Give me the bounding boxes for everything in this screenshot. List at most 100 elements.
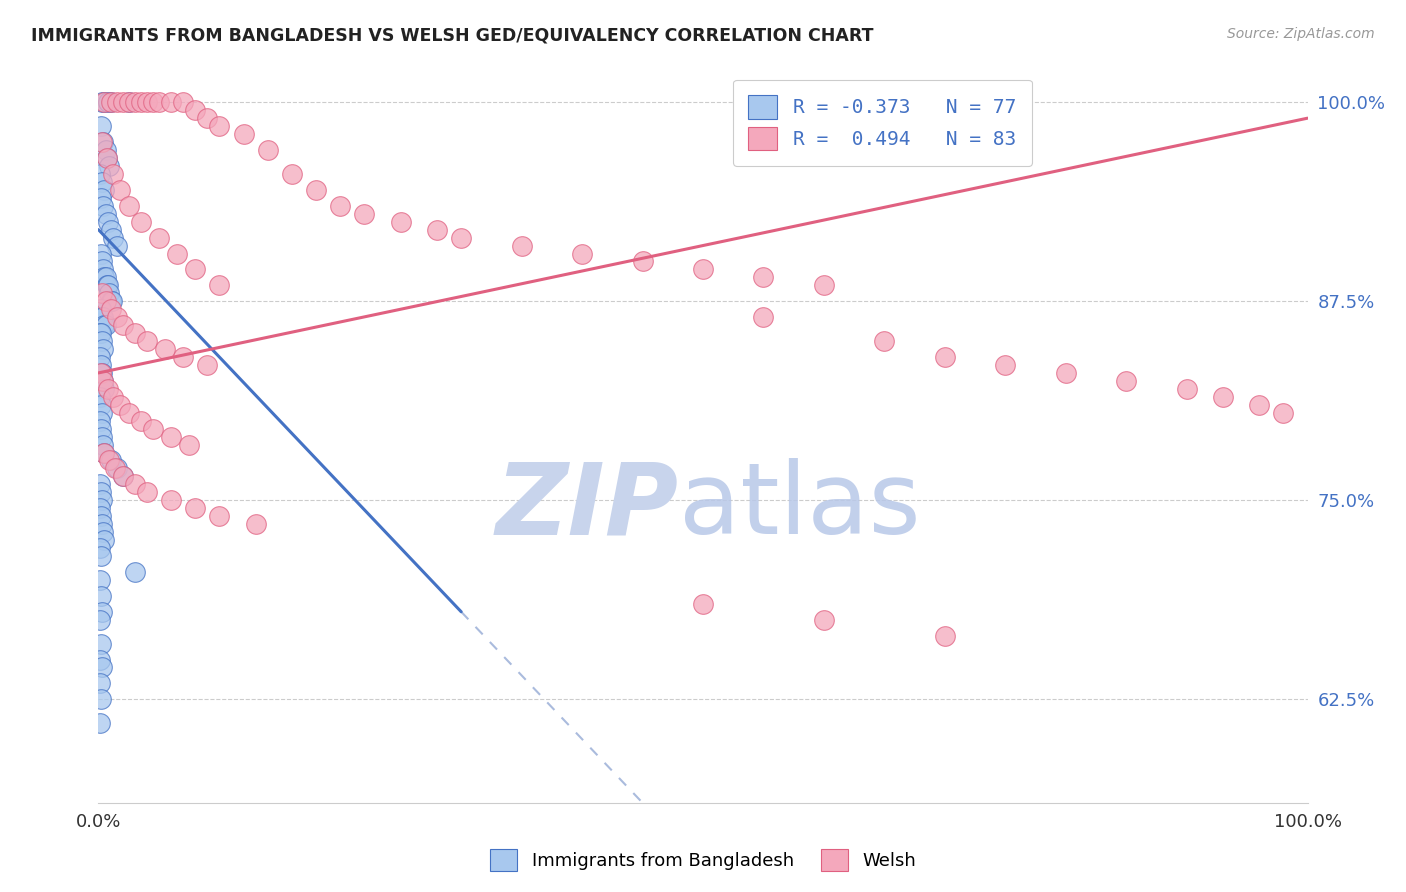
Point	[97, 214, 120, 228]
Point	[90, 589, 112, 603]
Point	[305, 183, 328, 197]
Point	[89, 652, 111, 666]
Point	[91, 374, 114, 388]
Point	[96, 278, 118, 293]
Point	[692, 597, 714, 611]
Point	[101, 390, 124, 404]
Point	[208, 119, 231, 133]
Point	[89, 716, 111, 731]
Text: ZIP: ZIP	[496, 458, 679, 555]
Point	[105, 461, 128, 475]
Point	[135, 334, 157, 348]
Point	[692, 262, 714, 277]
Point	[91, 199, 114, 213]
Point	[98, 159, 121, 173]
Point	[160, 95, 183, 110]
Point	[91, 135, 114, 149]
Point	[91, 175, 114, 189]
Point	[184, 262, 207, 277]
Point	[91, 286, 114, 301]
Point	[90, 509, 112, 524]
Point	[118, 406, 141, 420]
Point	[90, 637, 112, 651]
Point	[91, 95, 114, 110]
Point	[94, 143, 117, 157]
Point	[631, 254, 654, 268]
Point	[389, 214, 412, 228]
Point	[100, 453, 122, 467]
Point	[142, 95, 165, 110]
Point	[510, 238, 533, 252]
Point	[90, 191, 112, 205]
Point	[124, 95, 146, 110]
Point	[89, 302, 111, 317]
Point	[93, 270, 115, 285]
Point	[93, 382, 115, 396]
Point	[160, 493, 183, 508]
Point	[97, 278, 120, 293]
Point	[93, 95, 115, 110]
Point	[105, 238, 128, 252]
Point	[101, 230, 124, 244]
Point	[813, 613, 835, 627]
Point	[129, 95, 152, 110]
Point	[91, 493, 114, 508]
Point	[89, 167, 111, 181]
Point	[104, 461, 127, 475]
Point	[329, 199, 352, 213]
Point	[135, 95, 157, 110]
Point	[90, 692, 112, 706]
Point	[100, 294, 122, 309]
Point	[873, 334, 896, 348]
Point	[105, 95, 128, 110]
Point	[91, 374, 114, 388]
Point	[94, 318, 117, 333]
Point	[148, 230, 170, 244]
Point	[91, 406, 114, 420]
Point	[195, 111, 218, 125]
Point	[91, 310, 114, 325]
Point	[90, 302, 112, 317]
Point	[752, 270, 775, 285]
Point	[111, 469, 134, 483]
Point	[93, 445, 115, 459]
Point	[101, 167, 124, 181]
Point	[98, 453, 121, 467]
Point	[100, 95, 122, 110]
Point	[91, 429, 114, 443]
Point	[135, 485, 157, 500]
Point	[195, 358, 218, 372]
Point	[1249, 398, 1271, 412]
Point	[98, 286, 121, 301]
Point	[91, 135, 114, 149]
Point	[1115, 374, 1137, 388]
Point	[813, 278, 835, 293]
Point	[90, 119, 112, 133]
Point	[91, 342, 114, 356]
Point	[93, 183, 115, 197]
Point	[256, 143, 278, 157]
Point	[1272, 406, 1295, 420]
Point	[232, 127, 254, 141]
Point	[166, 246, 188, 260]
Point	[89, 676, 111, 690]
Point	[994, 358, 1017, 372]
Point	[153, 342, 176, 356]
Point	[93, 533, 115, 547]
Point	[89, 477, 111, 491]
Point	[184, 103, 207, 118]
Point	[208, 509, 231, 524]
Text: IMMIGRANTS FROM BANGLADESH VS WELSH GED/EQUIVALENCY CORRELATION CHART: IMMIGRANTS FROM BANGLADESH VS WELSH GED/…	[31, 27, 873, 45]
Point	[450, 230, 472, 244]
Point	[90, 549, 112, 563]
Point	[184, 501, 207, 516]
Point	[934, 350, 956, 364]
Point	[96, 151, 118, 165]
Point	[90, 485, 112, 500]
Point	[160, 429, 183, 443]
Point	[91, 366, 114, 380]
Point	[93, 445, 115, 459]
Point	[111, 95, 134, 110]
Point	[94, 294, 117, 309]
Point	[118, 95, 141, 110]
